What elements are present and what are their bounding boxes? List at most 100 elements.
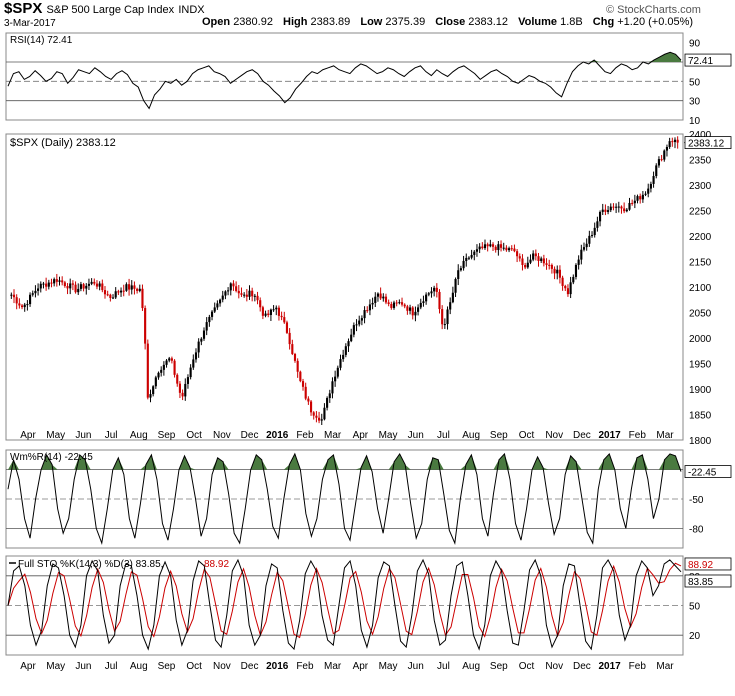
symbol: $SPX	[4, 0, 43, 17]
candle-body	[387, 302, 390, 304]
candle-body	[259, 300, 262, 308]
candle-body	[318, 417, 321, 421]
candle-body	[98, 283, 101, 287]
stochastic-d-line	[7, 562, 682, 639]
stochastic-xtick: 2017	[598, 661, 621, 672]
price-xtick: Feb	[296, 430, 314, 441]
close-value: 2383.12	[468, 16, 509, 28]
chg-value: +1.20 (+0.05%)	[617, 16, 694, 28]
price-xtick: May	[379, 430, 398, 441]
candle-body	[497, 244, 500, 251]
candle-body	[344, 346, 347, 355]
candle-body	[665, 147, 669, 151]
candle-body	[508, 248, 511, 251]
candle-body	[491, 244, 495, 247]
candle-body	[170, 358, 173, 361]
candle-body	[235, 286, 238, 291]
candle-body	[111, 297, 115, 299]
candle-body	[227, 290, 230, 292]
candle-body	[47, 282, 50, 287]
candle-body	[304, 386, 307, 399]
candle-body	[518, 256, 521, 259]
candle-body	[550, 264, 553, 269]
candle-body	[229, 283, 232, 291]
candle-body	[451, 292, 454, 303]
candle-body	[400, 302, 404, 305]
candle-body	[138, 288, 141, 291]
candle-body	[596, 221, 599, 228]
candle-body	[483, 244, 487, 249]
candle-body	[106, 294, 109, 296]
candle-body	[261, 307, 264, 316]
williams-title: Wm%R(14) -22.45	[10, 452, 93, 463]
candle-body	[283, 317, 286, 323]
price-ytick: 2250	[689, 207, 712, 218]
candle-body	[342, 354, 345, 360]
high-value: 2383.89	[310, 16, 351, 28]
candle-body	[269, 309, 272, 316]
candle-body	[390, 303, 393, 308]
candle-body	[470, 254, 473, 258]
candle-body	[454, 278, 457, 293]
candle-body	[15, 297, 18, 304]
candle-body	[18, 303, 21, 306]
candle-body	[540, 258, 543, 261]
candle-body	[237, 290, 240, 294]
candle-body	[291, 344, 294, 354]
chg-label: Chg	[592, 16, 615, 28]
candle-body	[315, 415, 318, 418]
candle-body	[93, 281, 96, 284]
candle-body	[668, 141, 671, 148]
candle-body	[114, 291, 117, 298]
candle-body	[101, 283, 104, 291]
candle-body	[334, 376, 337, 382]
candle-body	[556, 269, 559, 274]
candle-body	[505, 247, 508, 251]
stochastic-xtick: Sep	[158, 661, 176, 672]
candle-body	[176, 374, 179, 384]
candle-body	[417, 307, 420, 312]
stochastic-k-badge: 83.85	[688, 577, 713, 588]
candle-body	[564, 285, 567, 289]
candle-body	[293, 353, 297, 361]
candle-body	[77, 288, 80, 293]
candle-body	[272, 309, 275, 311]
candle-body	[631, 202, 634, 204]
price-ytick: 1900	[689, 385, 712, 396]
candle-body	[443, 324, 446, 326]
candle-body	[548, 264, 551, 266]
rsi-ytick: 10	[689, 116, 701, 127]
candle-body	[671, 141, 674, 143]
candle-body	[178, 383, 181, 393]
candle-body	[299, 371, 302, 382]
price-xtick: Oct	[186, 430, 202, 441]
candle-body	[192, 359, 195, 368]
candle-body	[663, 150, 666, 160]
stochastic-ytick: 20	[689, 631, 701, 642]
candle-body	[128, 284, 131, 290]
candle-body	[366, 310, 369, 312]
candle-body	[339, 359, 342, 368]
candle-body	[625, 209, 628, 212]
candle-body	[553, 268, 556, 274]
candle-body	[103, 290, 107, 295]
candle-body	[481, 246, 484, 249]
stochastic-xtick: Feb	[296, 661, 314, 672]
candle-body	[243, 294, 246, 296]
rsi-panel-frame	[5, 32, 684, 121]
candle-body	[585, 243, 588, 248]
price-xtick: Apr	[20, 430, 36, 441]
candle-body	[676, 139, 679, 143]
candle-body	[312, 412, 315, 416]
candle-body	[82, 284, 85, 289]
candle-body	[20, 305, 24, 308]
stochastic-ytick: 50	[689, 602, 701, 613]
stochastic-d-badge: 88.92	[688, 560, 713, 571]
candle-body	[165, 360, 168, 365]
candle-body	[285, 322, 289, 333]
candle-body	[181, 392, 184, 397]
stochastic-xtick: Mar	[656, 661, 674, 672]
candle-body	[601, 209, 604, 212]
stochastic-xtick: Apr	[353, 661, 369, 672]
candle-body	[53, 279, 56, 284]
